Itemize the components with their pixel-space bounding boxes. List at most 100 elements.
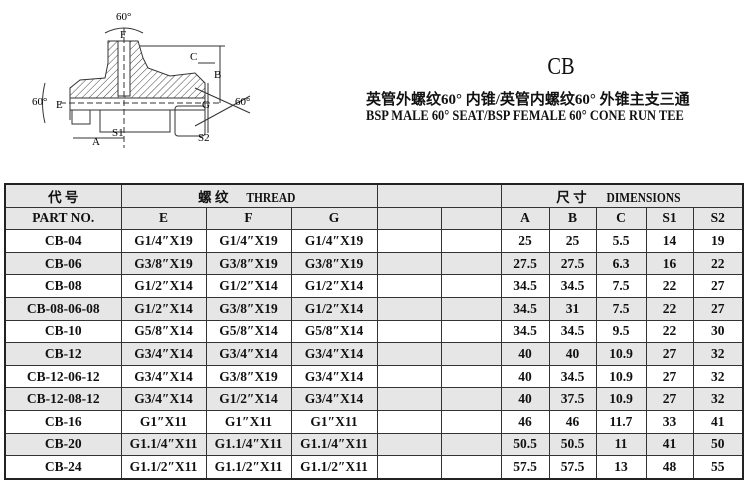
blank-cell	[376, 387, 442, 411]
cell-a: 57.5	[500, 455, 550, 480]
table-row: CB-08-06-08 G1/2″X14 G3/8″X19 G1/2″X14 34.5 3…	[4, 296, 744, 321]
table-row: CB-12-08-12 G3/4″X14 G1/2″X14 G3/4″X14 40 37.…	[4, 387, 744, 411]
table-row: CB-12-06-12 G3/4″X14 G3/8″X19 G3/4″X14 40 34.…	[4, 364, 744, 389]
cell-s2: 22	[692, 251, 744, 276]
cell-a: 40	[500, 342, 550, 366]
cell-thread-f: G1/4″X19	[205, 229, 292, 253]
cell-thread-f: G1″X11	[205, 409, 292, 434]
cell-thread-e: G5/8″X14	[120, 319, 207, 344]
cell-c: 7.5	[595, 296, 647, 321]
cell-s2: 32	[692, 364, 744, 389]
cell-thread-f: G5/8″X14	[205, 319, 292, 344]
cell-thread-f: G3/4″X14	[205, 342, 292, 366]
cell-thread-e: G1/2″X14	[120, 296, 207, 321]
cell-s1: 41	[645, 432, 694, 457]
cell-part-no: CB-16	[4, 409, 122, 434]
blank-cell	[376, 274, 442, 298]
cell-s2: 27	[692, 274, 744, 298]
cell-c: 6.3	[595, 251, 647, 276]
table-row: CB-04 G1/4″X19 G1/4″X19 G1/4″X19 25 25 5.5 14 19	[4, 229, 744, 253]
cell-s1: 27	[645, 342, 694, 366]
cell-s2: 55	[692, 455, 744, 480]
cell-part-no: CB-10	[4, 319, 122, 344]
cell-thread-g: G1/4″X19	[290, 229, 378, 253]
cell-thread-f: G1/2″X14	[205, 387, 292, 411]
cell-s1: 14	[645, 229, 694, 253]
cell-a: 40	[500, 387, 550, 411]
header-row-1: 代 号 螺 纹 THREAD 尺 寸 DIMENSIONS	[4, 183, 744, 208]
cell-c: 10.9	[595, 364, 647, 389]
col-s1: S1	[645, 206, 694, 231]
cell-part-no: CB-04	[4, 229, 122, 253]
dim-header-en: DIMENSIONS	[606, 189, 681, 205]
cell-thread-g: G5/8″X14	[290, 319, 378, 344]
cell-thread-g: G1.1/2″X11	[290, 455, 378, 480]
blank-cell	[376, 364, 442, 389]
cell-thread-e: G3/4″X14	[120, 364, 207, 389]
label-c: C	[190, 51, 197, 63]
cell-b: 40	[548, 342, 597, 366]
table-row: CB-06 G3/8″X19 G3/8″X19 G3/8″X19 27.5 27.5 6.3…	[4, 251, 744, 276]
col-f: F	[205, 206, 292, 231]
table-row: CB-16 G1″X11 G1″X11 G1″X11 46 46 11.7 33 41	[4, 409, 744, 434]
blank-cell	[376, 432, 442, 457]
table-row: CB-08 G1/2″X14 G1/2″X14 G1/2″X14 34.5 34.5 7.5…	[4, 274, 744, 298]
table-row: CB-10 G5/8″X14 G5/8″X14 G5/8″X14 34.5 34.5 9.5…	[4, 319, 744, 344]
cell-c: 11.7	[595, 409, 647, 434]
col-c: C	[595, 206, 647, 231]
cell-thread-f: G3/8″X19	[205, 296, 292, 321]
blank-cell	[440, 229, 502, 253]
col-a: A	[500, 206, 550, 231]
cell-part-no: CB-12-08-12	[4, 387, 122, 411]
cell-thread-g: G1/2″X14	[290, 274, 378, 298]
cell-b: 46	[548, 409, 597, 434]
blank-cell	[440, 364, 502, 389]
dimensions-header: 尺 寸 DIMENSIONS	[500, 183, 744, 208]
cell-c: 13	[595, 455, 647, 480]
cell-a: 34.5	[500, 319, 550, 344]
cell-thread-e: G3/4″X14	[120, 342, 207, 366]
blank-cell	[376, 455, 442, 480]
cell-thread-g: G1.1/4″X11	[290, 432, 378, 457]
cell-thread-e: G3/8″X19	[120, 251, 207, 276]
cell-a: 27.5	[500, 251, 550, 276]
cell-part-no: CB-12-06-12	[4, 364, 122, 389]
cell-s2: 50	[692, 432, 744, 457]
blank-col-1	[376, 206, 442, 231]
blank-cell	[376, 409, 442, 434]
col-g: G	[290, 206, 378, 231]
cell-thread-g: G3/4″X14	[290, 387, 378, 411]
product-code: CB	[547, 54, 575, 80]
cell-c: 7.5	[595, 274, 647, 298]
blank-cell	[440, 296, 502, 321]
blank-header	[376, 183, 502, 208]
cell-b: 25	[548, 229, 597, 253]
label-e: E	[56, 99, 63, 111]
cell-thread-e: G1.1/4″X11	[120, 432, 207, 457]
thread-header: 螺 纹 THREAD	[120, 183, 378, 208]
cell-c: 10.9	[595, 387, 647, 411]
cell-a: 34.5	[500, 274, 550, 298]
blank-cell	[440, 409, 502, 434]
cell-a: 25	[500, 229, 550, 253]
label-b: B	[214, 69, 221, 81]
cell-part-no: CB-24	[4, 455, 122, 480]
blank-cell	[376, 296, 442, 321]
cell-b: 34.5	[548, 364, 597, 389]
label-f: F	[120, 29, 126, 41]
thread-header-en: THREAD	[246, 189, 296, 205]
cell-thread-f: G1/2″X14	[205, 274, 292, 298]
cell-thread-e: G1/2″X14	[120, 274, 207, 298]
cell-s2: 30	[692, 319, 744, 344]
dim-header-cn: 尺 寸	[556, 189, 587, 205]
cell-thread-g: G3/4″X14	[290, 364, 378, 389]
cell-thread-g: G3/4″X14	[290, 342, 378, 366]
cell-thread-e: G1/4″X19	[120, 229, 207, 253]
cell-s2: 41	[692, 409, 744, 434]
cell-thread-f: G3/8″X19	[205, 251, 292, 276]
part-header-cn: 代 号	[4, 183, 122, 208]
cell-part-no: CB-08	[4, 274, 122, 298]
cell-c: 9.5	[595, 319, 647, 344]
thread-header-cn: 螺 纹	[198, 189, 229, 205]
cell-a: 40	[500, 364, 550, 389]
